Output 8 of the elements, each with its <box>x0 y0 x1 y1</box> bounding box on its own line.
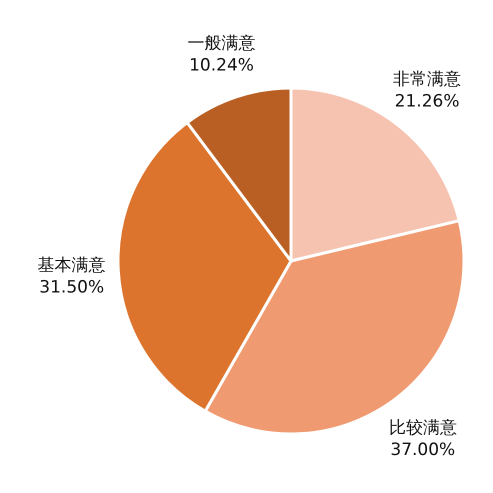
data-label: 21.26% <box>394 92 460 112</box>
data-label: 10.24% <box>189 56 254 76</box>
slice-label: 比较满意 <box>388 418 457 438</box>
slice-label: 非常满意 <box>393 70 462 90</box>
slice-label: 基本满意 <box>38 256 106 276</box>
slice-label: 一般满意 <box>188 34 256 54</box>
data-label: 31.50% <box>39 278 104 298</box>
data-label: 37.00% <box>390 440 456 460</box>
